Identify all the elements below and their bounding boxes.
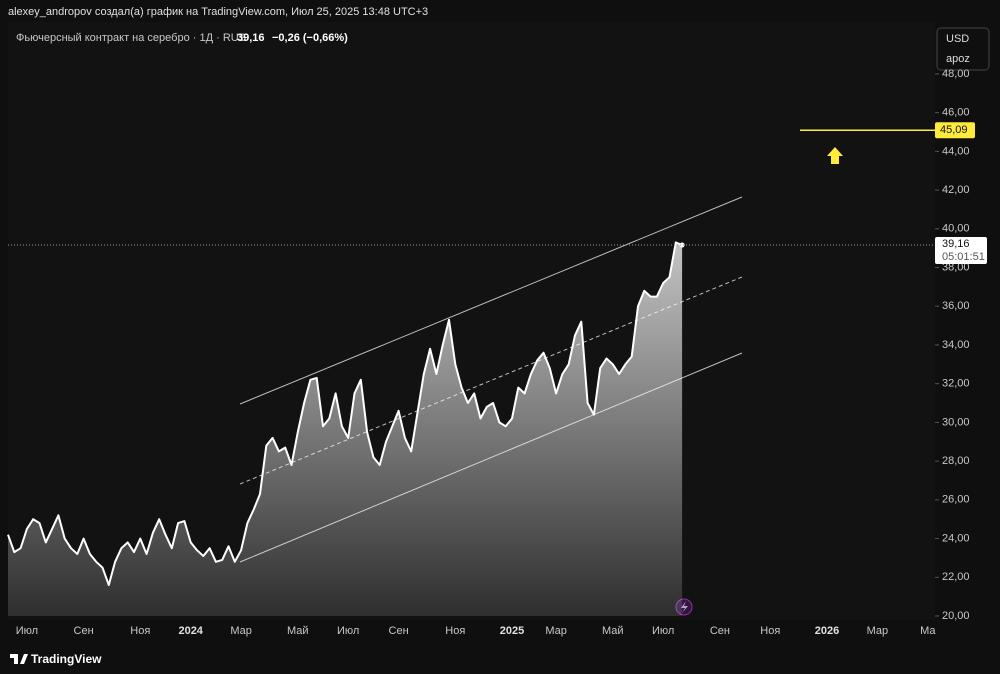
- x-tick-label: Сен: [710, 625, 730, 637]
- y-tick-label: 28,00: [942, 455, 970, 467]
- credit: alexey_andropov создал(а) график на Trad…: [8, 6, 428, 18]
- x-tick-label: Мар: [867, 625, 889, 637]
- x-tick-label: Ноя: [445, 625, 465, 637]
- area: [8, 242, 683, 616]
- x-tick-label: Ноя: [760, 625, 780, 637]
- price-label: 39,16: [942, 238, 970, 250]
- x-tick-label: Ноя: [130, 625, 150, 637]
- y-tick-label: 22,00: [942, 571, 970, 583]
- x-tick-label: Май: [602, 625, 624, 637]
- y-tick-label: 40,00: [942, 223, 970, 235]
- scale-box[interactable]: [936, 27, 990, 71]
- y-tick-label: 34,00: [942, 339, 970, 351]
- y-tick-label: 20,00: [942, 610, 970, 622]
- y-tick-label: 24,00: [942, 532, 970, 544]
- y-tick-label: 30,00: [942, 416, 970, 428]
- x-tick-label: Июл: [652, 625, 674, 637]
- channel-upper: [239, 196, 743, 405]
- arrow-up: [827, 147, 843, 164]
- x-tick-label: 2026: [815, 625, 839, 637]
- price-label-box: [935, 122, 975, 139]
- price-sublabel: 05:01:51: [942, 251, 985, 263]
- x-tick-label: Мар: [545, 625, 567, 637]
- last-point: [679, 242, 685, 248]
- event-bolt: [681, 601, 688, 613]
- x-tick-label: Июл: [337, 625, 359, 637]
- y-tick-label: 36,00: [942, 300, 970, 312]
- x-tick-label: Ма: [920, 625, 936, 637]
- x-tick-label: Май: [287, 625, 309, 637]
- y-tick-label: 42,00: [942, 184, 970, 196]
- currency[interactable]: USD: [946, 33, 969, 45]
- x-tick-label: Мар: [230, 625, 252, 637]
- y-tick-label: 46,00: [942, 107, 970, 119]
- x-tick-label: Июл: [16, 625, 38, 637]
- line: [7, 241, 683, 586]
- x-tick-label: Сен: [389, 625, 409, 637]
- scale-mode[interactable]: apoz: [946, 53, 970, 65]
- price-label: 45,09: [940, 124, 968, 136]
- y-tick-label: 38,00: [942, 261, 970, 273]
- y-tick-label: 32,00: [942, 378, 970, 390]
- price-label-box: [935, 237, 987, 265]
- y-tick-label: 48,00: [942, 68, 970, 80]
- x-tick-label: 2024: [178, 625, 203, 637]
- price-change: −0,26 (−0,66%): [272, 32, 348, 44]
- footer-logo: [10, 654, 28, 664]
- x-tick-label: Сен: [74, 625, 94, 637]
- y-tick-label: 26,00: [942, 494, 970, 506]
- y-tick-label: 44,00: [942, 145, 970, 157]
- x-tick-label: 2025: [500, 625, 524, 637]
- footer-brand: TradingView: [31, 652, 102, 666]
- last-price: 39,16: [237, 32, 265, 44]
- symbol: Фьючерсный контракт на серебро · 1Д · RU…: [16, 32, 246, 44]
